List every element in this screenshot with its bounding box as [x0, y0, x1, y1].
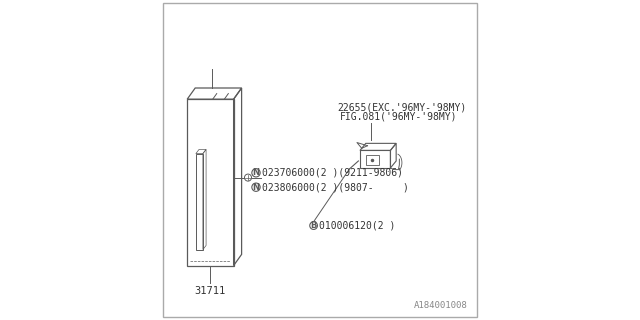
- Text: FIG.081('96MY-'98MY): FIG.081('96MY-'98MY): [340, 112, 458, 122]
- Text: A184001008: A184001008: [413, 301, 467, 310]
- Text: 31711: 31711: [194, 286, 225, 296]
- Circle shape: [252, 183, 260, 191]
- Text: B: B: [310, 221, 317, 230]
- Circle shape: [252, 169, 260, 177]
- Text: N: N: [253, 168, 259, 177]
- Text: 023706000(2 )(9211-9806): 023706000(2 )(9211-9806): [262, 168, 403, 178]
- Text: 22655(EXC.'96MY-'98MY): 22655(EXC.'96MY-'98MY): [338, 102, 467, 112]
- Text: 010006120(2 ): 010006120(2 ): [319, 220, 396, 231]
- Circle shape: [310, 222, 317, 229]
- Text: N: N: [253, 183, 259, 192]
- Text: 023806000(2 )(9807-     ): 023806000(2 )(9807- ): [262, 182, 408, 192]
